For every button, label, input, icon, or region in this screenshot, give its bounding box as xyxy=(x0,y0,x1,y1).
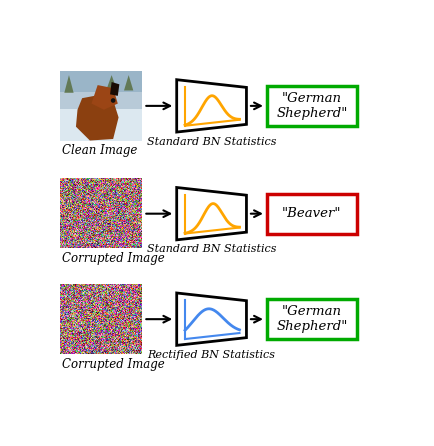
Polygon shape xyxy=(107,75,116,88)
Polygon shape xyxy=(177,293,247,345)
Text: "Beaver": "Beaver" xyxy=(282,207,342,220)
Text: Corrupted Image: Corrupted Image xyxy=(62,358,165,371)
Text: "German
Shepherd": "German Shepherd" xyxy=(276,92,348,120)
Text: Rectified BN Statistics: Rectified BN Statistics xyxy=(148,350,276,360)
Polygon shape xyxy=(177,80,247,132)
Text: Standard BN Statistics: Standard BN Statistics xyxy=(147,244,276,255)
Text: Corrupted Image: Corrupted Image xyxy=(62,252,165,265)
Polygon shape xyxy=(177,187,247,240)
Text: "German
Shepherd": "German Shepherd" xyxy=(276,305,348,333)
Bar xyxy=(60,109,142,140)
Polygon shape xyxy=(124,75,133,91)
Text: Standard BN Statistics: Standard BN Statistics xyxy=(147,136,276,147)
Polygon shape xyxy=(110,82,119,96)
FancyBboxPatch shape xyxy=(267,86,356,126)
Text: Clean Image: Clean Image xyxy=(62,145,138,157)
Bar xyxy=(60,71,142,92)
FancyBboxPatch shape xyxy=(267,299,356,339)
Circle shape xyxy=(111,98,115,103)
FancyBboxPatch shape xyxy=(267,194,356,234)
Polygon shape xyxy=(64,75,74,93)
Polygon shape xyxy=(76,93,118,140)
Bar xyxy=(60,71,142,140)
Polygon shape xyxy=(92,85,118,110)
